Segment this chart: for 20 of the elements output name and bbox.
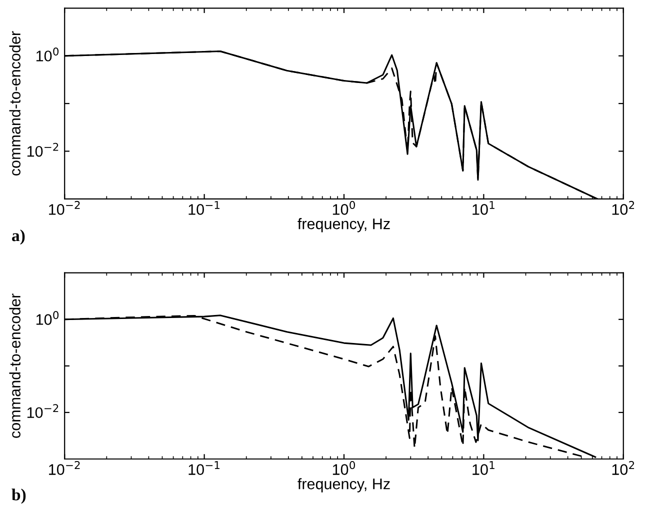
y-tick-label: 10$^{−2}$ <box>27 142 58 157</box>
y-axis-title: command-to-encoder <box>9 294 20 438</box>
y-tick-label: 10$^{0}$ <box>36 311 59 325</box>
x-tick-label: 10$^{−1}$ <box>188 461 220 475</box>
text: a) <box>12 229 25 245</box>
y-axis-title: command-to-encoder <box>9 31 20 176</box>
x-tick-label: 10$^{0}$ <box>332 461 356 475</box>
x-tick-label: 10$^{1}$ <box>472 461 494 475</box>
x-tick-label: 10$^{1}$ <box>472 201 494 215</box>
x-tick-label: 10$^{−2}$ <box>49 461 80 475</box>
x-tick-label: 10$^{−2}$ <box>49 200 80 215</box>
x-tick-label: 10$^{2}$ <box>612 461 634 475</box>
x-axis-title: frequency, Hz <box>298 478 390 492</box>
text: b) <box>12 488 26 504</box>
y-tick-label: 10$^{0}$ <box>36 47 59 62</box>
x-tick-label: 10$^{2}$ <box>612 200 634 215</box>
x-tick-label: 10$^{−1}$ <box>188 201 220 215</box>
y-tick-label: 10$^{−2}$ <box>27 404 58 418</box>
x-tick-label: 10$^{0}$ <box>332 200 356 215</box>
x-axis-title: frequency, Hz <box>298 218 390 232</box>
